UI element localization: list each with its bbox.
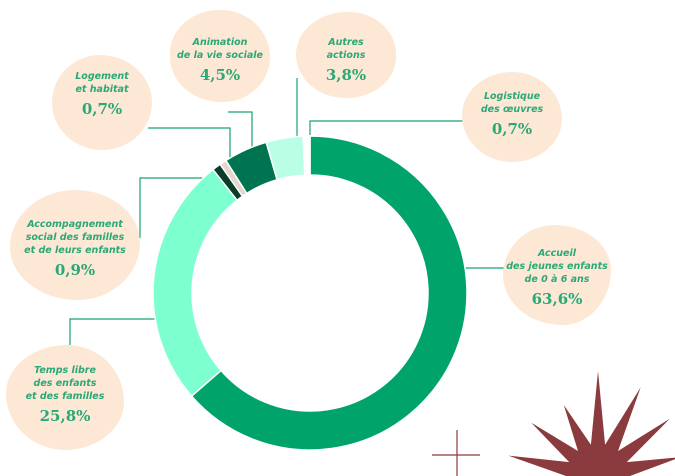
slice-category-label: Animation de la vie sociale	[177, 37, 263, 61]
slice-label-accompagnement: Accompagnement social des familles et de…	[10, 218, 140, 279]
leader-animation	[228, 111, 253, 148]
slice-category-label: Autres actions	[326, 37, 366, 61]
slice-category-label: Accompagnement social des familles et de…	[24, 219, 126, 256]
leader-temps-libre	[69, 318, 188, 345]
slice-value-label: 0,7%	[491, 120, 533, 138]
slice-label-autres: Autres actions 3,8%	[296, 36, 396, 84]
slice-value-label: 0,7%	[81, 100, 123, 118]
slice-category-label: Temps libre des enfants et des familles	[25, 365, 105, 402]
slice-label-temps-libre: Temps libre des enfants et des familles …	[6, 364, 124, 425]
label-bubble-autres	[296, 12, 396, 98]
cross-decoration	[432, 430, 480, 476]
leader-accompagnement	[139, 177, 232, 238]
slice-value-label: 25,8%	[39, 407, 91, 425]
donut-slice-accueil	[190, 135, 468, 451]
slice-category-label: Logement et habitat	[75, 71, 129, 95]
donut-slice-temps-libre	[152, 168, 239, 398]
label-bubble-logistique	[462, 72, 562, 162]
donut-slice-logistique	[302, 135, 311, 176]
star-decoration	[508, 371, 675, 476]
slice-value-label: 0,9%	[54, 261, 96, 279]
slice-label-logement: Logement et habitat 0,7%	[52, 70, 152, 118]
label-bubble-accueil	[503, 225, 611, 325]
slice-category-label: Accueil des jeunes enfants de 0 à 6 ans	[506, 248, 608, 285]
label-bubble-accompagnement	[10, 190, 140, 300]
slice-category-label: Logistique des œuvres	[480, 91, 544, 115]
slice-label-accueil: Accueil des jeunes enfants de 0 à 6 ans …	[503, 247, 611, 308]
slice-value-label: 63,6%	[531, 290, 583, 308]
decorations	[432, 371, 675, 476]
leader-logement	[148, 127, 231, 160]
slice-label-logistique: Logistique des œuvres 0,7%	[462, 90, 562, 138]
label-bubble-temps-libre	[6, 345, 124, 450]
slice-value-label: 3,8%	[325, 66, 367, 84]
label-bubble-logement	[52, 55, 152, 150]
leader-logistique	[309, 120, 470, 135]
slice-value-label: 4,5%	[199, 66, 241, 84]
label-bubble-animation	[170, 10, 270, 102]
donut-slices	[152, 135, 468, 451]
slice-label-animation: Animation de la vie sociale 4,5%	[170, 36, 270, 84]
leader-lines	[69, 78, 510, 345]
